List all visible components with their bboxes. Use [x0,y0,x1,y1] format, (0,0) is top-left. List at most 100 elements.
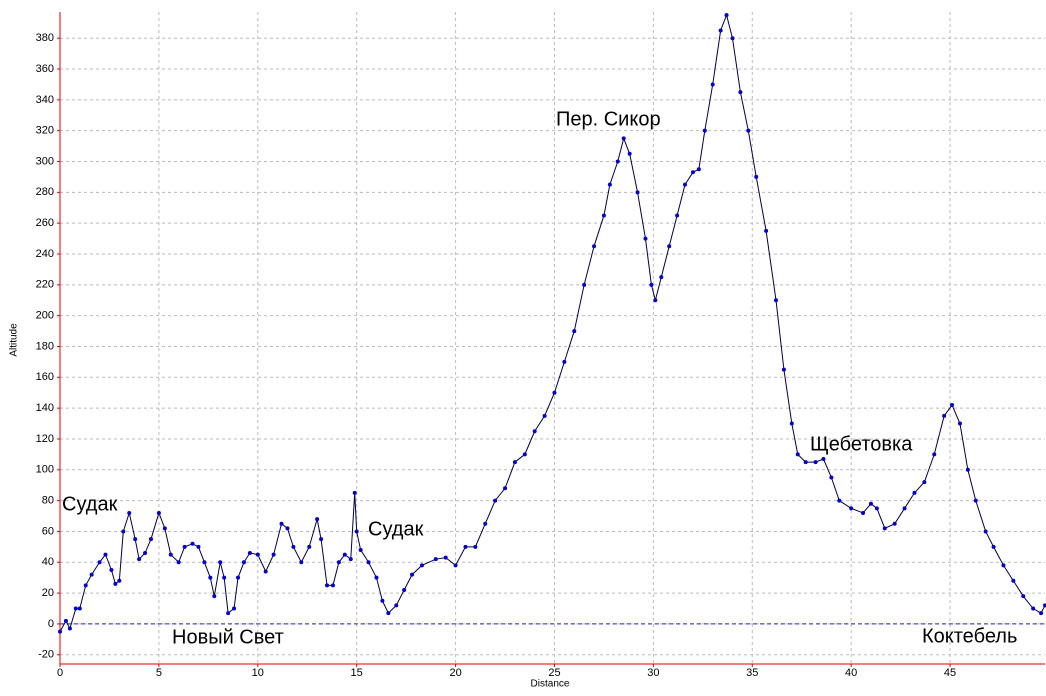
point [592,244,597,249]
y-tick-label: 260 [36,217,54,229]
x-tick-label: 0 [57,667,63,679]
x-axis-label: Distance [531,679,570,690]
point [148,537,153,542]
point [643,236,648,241]
y-tick-label: 200 [36,310,54,322]
point [463,544,468,549]
point [73,606,78,611]
point [374,575,379,580]
point [182,544,187,549]
point [607,182,612,187]
point [615,159,620,164]
x-tick-label: 40 [845,667,857,679]
point [754,174,759,179]
point [746,128,751,133]
point [1011,578,1016,583]
y-tick-label: 340 [36,94,54,106]
annotation: Судак [62,493,118,515]
point [342,552,347,557]
point [1031,606,1036,611]
point [696,167,701,172]
point [649,282,654,287]
x-tick-label: 45 [944,667,956,679]
point [241,560,246,565]
point [849,506,854,511]
point [67,626,72,631]
point [137,557,142,562]
y-tick-label: -20 [38,649,54,661]
point [352,490,357,495]
point [983,529,988,534]
point [394,603,399,608]
point [348,557,353,562]
point [493,498,498,503]
y-tick-label: 380 [36,32,54,44]
y-tick-label: 220 [36,279,54,291]
annotation: Судак [368,518,424,540]
point [702,128,707,133]
x-tick-label: 30 [647,667,659,679]
point [291,544,296,549]
point [868,501,873,506]
point [103,552,108,557]
point [675,213,680,218]
y-tick-label: 300 [36,155,54,167]
point [532,429,537,434]
point [690,170,695,175]
point [730,36,735,41]
point [336,560,341,565]
point [795,452,800,457]
point [789,421,794,426]
point [562,359,567,364]
point [330,583,335,588]
point [263,569,268,574]
point [1039,611,1044,616]
point [738,90,743,95]
point [386,611,391,616]
point [113,581,118,586]
y-tick-label: 100 [36,464,54,476]
point [83,583,88,588]
y-tick-label: 80 [42,495,54,507]
point [299,560,304,565]
y-tick-label: 280 [36,186,54,198]
point [922,480,927,485]
point [358,547,363,552]
x-tick-label: 35 [746,667,758,679]
point [247,551,252,556]
point [89,572,94,577]
point [942,413,947,418]
point [659,275,664,280]
point [279,521,284,526]
point [222,575,227,580]
y-tick-label: 120 [36,433,54,445]
point [667,244,672,249]
x-tick-label: 5 [156,667,162,679]
y-tick-label: 20 [42,587,54,599]
point [912,490,917,495]
point [1021,594,1026,599]
point [813,460,818,465]
point [366,560,371,565]
point [635,190,640,195]
point [829,475,834,480]
point [255,552,260,557]
point [285,526,290,531]
point [1043,603,1046,608]
annotation: Пер. Сикор [556,108,661,130]
point [718,28,723,33]
point [196,544,201,549]
point [522,452,527,457]
y-tick-label: 0 [48,618,54,630]
point [653,298,658,303]
annotation: Новый Свет [172,626,284,648]
point [218,560,223,565]
y-tick-label: 140 [36,402,54,414]
x-tick-label: 25 [548,667,560,679]
point [957,421,962,426]
point [861,510,866,515]
point [950,403,955,408]
x-tick-label: 15 [351,667,363,679]
